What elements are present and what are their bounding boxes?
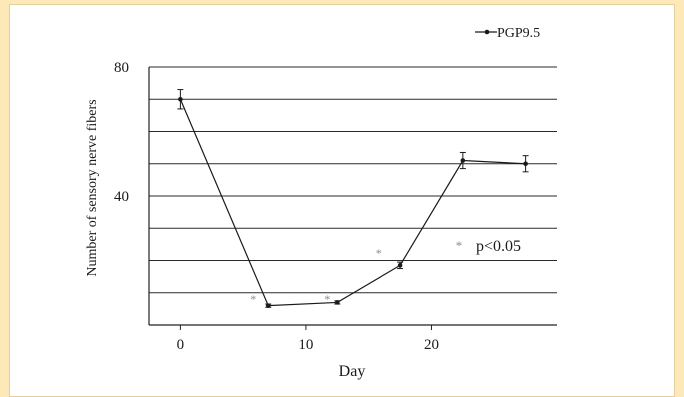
x-tick-label: 20 bbox=[424, 337, 439, 353]
gridlines bbox=[149, 66, 557, 294]
annotation-star: * bbox=[456, 238, 463, 253]
data-point bbox=[460, 158, 466, 163]
data-point bbox=[397, 263, 403, 268]
legend-label: PGP9.5 bbox=[497, 26, 540, 41]
x-tick-label: 10 bbox=[298, 337, 313, 353]
legend: PGP9.5 bbox=[475, 26, 540, 41]
y-axis-ticks: 40 80 bbox=[114, 60, 129, 205]
significance-star: * bbox=[376, 246, 382, 260]
x-axis-label: Day bbox=[339, 363, 366, 380]
significance-star: * bbox=[324, 292, 330, 306]
annotation-text: p<0.05 bbox=[476, 238, 521, 255]
y-axis-label: Number of sensory nerve fibers bbox=[85, 99, 100, 276]
y-tick-label: 40 bbox=[114, 189, 129, 205]
x-tick-label: 0 bbox=[177, 337, 185, 353]
data-point bbox=[335, 300, 340, 305]
series-line bbox=[179, 99, 526, 307]
data-point bbox=[265, 303, 271, 308]
x-axis-ticks: 0 10 20 bbox=[177, 325, 439, 353]
y-tick-label: 80 bbox=[114, 60, 129, 76]
significance-markers: * * * bbox=[250, 246, 382, 306]
annotation: * p<0.05 bbox=[456, 238, 521, 255]
data-point bbox=[523, 161, 528, 167]
significance-star: * bbox=[250, 292, 256, 306]
series-group bbox=[177, 89, 529, 308]
legend-marker bbox=[484, 29, 490, 35]
figure-frame bbox=[9, 4, 675, 397]
data-point bbox=[178, 96, 183, 102]
